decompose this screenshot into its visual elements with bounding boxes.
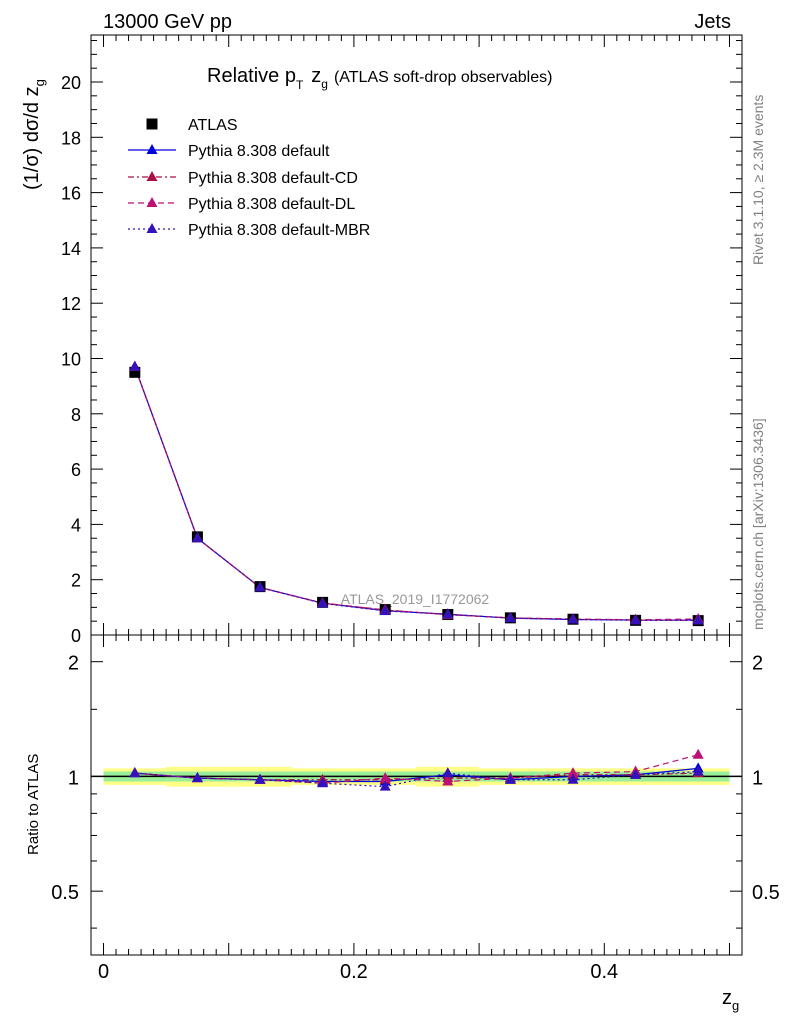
y-tick-label: 2: [71, 571, 81, 591]
ratio-y-tick-label: 0.5: [51, 882, 79, 904]
ratio-series-marker: [442, 767, 454, 778]
series-marker: [129, 360, 141, 371]
x-axis-label: zg: [722, 987, 739, 1013]
series-line: [134, 366, 699, 621]
series-marker: [317, 597, 329, 608]
series-line: [134, 366, 699, 621]
legend-marker: [146, 223, 158, 233]
header-left: 13000 GeV pp: [103, 11, 232, 33]
y-tick-label: 12: [61, 294, 81, 314]
y-tick-label: 18: [61, 128, 81, 148]
legend-label: Pythia 8.308 default-MBR: [188, 222, 370, 239]
ratio-y-tick-label: 1: [752, 767, 763, 789]
ratio-series-marker: [191, 772, 203, 783]
y-tick-label: 8: [71, 405, 81, 425]
x-tick-label: 0.4: [590, 961, 618, 983]
legend-marker: [146, 118, 158, 130]
main-panel: 0 2 4 6 8 10 12 14 16 18 20 ATLAS_2019_I1772062: [61, 34, 743, 646]
ratio-series-marker: [567, 773, 579, 784]
series-line: [134, 366, 699, 621]
y-tick-label: 6: [71, 460, 81, 480]
series-marker: [504, 612, 516, 623]
ratio-series-marker: [317, 777, 329, 788]
y-tick-label: 0: [71, 626, 81, 646]
data-point: [129, 366, 141, 378]
y-tick-label: 10: [61, 350, 81, 370]
series-marker: [630, 614, 642, 625]
ratio-series-marker: [692, 765, 704, 776]
x-tick-label: 0: [98, 961, 109, 983]
series-marker: [692, 614, 704, 625]
series-marker: [442, 608, 454, 619]
legend-label: Pythia 8.308 default: [188, 143, 330, 160]
ratio-y-tick-label: 2: [68, 653, 79, 675]
x-tick-label: 0.2: [340, 961, 368, 983]
legend-marker: [146, 171, 158, 181]
ratio-y-axis-label: Ratio to ATLAS: [25, 754, 42, 855]
ratio-series-marker: [254, 773, 266, 784]
legend-label: Pythia 8.308 default-DL: [188, 196, 355, 213]
legend-label: ATLAS: [188, 117, 238, 134]
legend-marker: [146, 144, 158, 154]
y-tick-label: 20: [61, 73, 81, 93]
ratio-series-marker: [692, 748, 704, 759]
watermark-label: ATLAS_2019_I1772062: [341, 591, 490, 607]
y-tick-label: 14: [61, 239, 81, 259]
ratio-series-marker: [129, 767, 141, 778]
ratio-series-marker: [630, 768, 642, 779]
ratio-series-line: [134, 770, 699, 788]
ratio-series-marker: [379, 772, 391, 783]
legend: ATLAS Pythia 8.308 default Pythia 8.308 de…: [128, 117, 370, 239]
series-line: [134, 366, 699, 621]
ratio-y-tick-label: 0.5: [752, 882, 780, 904]
ratio-series-marker: [379, 780, 391, 791]
mcplots-label: mcplots.cern.ch [arXiv:1306.3436]: [750, 418, 766, 630]
ratio-series-line: [134, 754, 699, 784]
y-axis-label: (1/σ) dσ/d zg: [21, 79, 47, 190]
chart-title: Relative pT zg (ATLAS soft-drop observable…: [207, 65, 552, 92]
ratio-series-marker: [504, 773, 516, 784]
ratio-series-marker: [442, 775, 454, 786]
legend-label: Pythia 8.308 default-CD: [188, 170, 358, 187]
legend-marker: [146, 197, 158, 207]
y-tick-label: 16: [61, 184, 81, 204]
ratio-series-marker: [567, 767, 579, 778]
series-marker: [191, 532, 203, 543]
header-right: Jets: [694, 11, 731, 33]
series-marker: [254, 581, 266, 592]
ratio-y-tick-label: 2: [752, 653, 763, 675]
ratio-plot-frame: [90, 634, 743, 956]
series-marker: [379, 604, 391, 615]
rivet-label: Rivet 3.1.10, ≥ 2.3M events: [750, 95, 766, 265]
y-tick-label: 4: [71, 515, 81, 535]
series-marker: [567, 613, 579, 624]
ratio-panel: 0.5 0.5 1 1 2 2 0 0.2 0.4: [51, 634, 780, 983]
ratio-y-tick-label: 1: [68, 767, 79, 789]
